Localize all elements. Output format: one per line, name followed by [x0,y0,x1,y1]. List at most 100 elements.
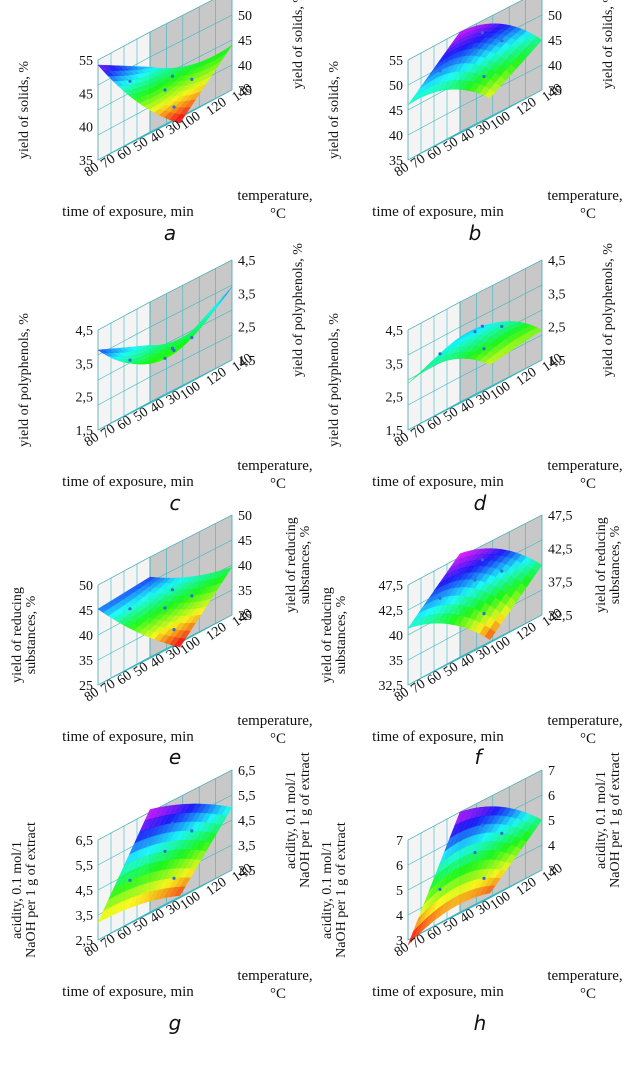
surface [97,44,233,124]
z-tick-right: 2,5 [238,321,256,336]
z-tick-left: 2,5 [386,391,404,406]
z-axis-label-left: NaOH per 1 g of extract [24,822,39,958]
z-axis-label-left: yield of reducing [10,587,25,683]
z-tick-left: 42,5 [379,604,404,619]
z-tick-left: 55 [79,54,93,69]
z-axis-label-right: yield of reducing [284,517,299,613]
y-axis-label-unit: °C [270,986,286,1002]
data-point [163,356,167,360]
z-axis-label-left: substances, % [24,595,39,674]
z-tick-right: 35 [238,84,252,99]
z-tick-right: 50 [238,9,252,24]
data-point [500,831,504,835]
z-tick-left: 25 [79,679,93,694]
z-axis-label-right: acidity, 0.1 mol/1 [594,771,609,869]
z-axis-label-right: yield of solids, % [291,0,306,89]
x-axis-label: time of exposure, min [372,729,504,745]
z-tick-right: 42,5 [548,542,573,557]
chart-h: 8070605040301001201407654376543acidity, … [320,752,623,1002]
z-axis-label-left: NaOH per 1 g of extract [334,822,349,958]
panels-group: 807060504030100120140554540355550454035y… [10,0,623,1035]
z-tick-left: 1,5 [386,424,404,439]
z-tick-left: 3,5 [76,357,94,372]
z-tick-right: 1,5 [238,354,256,369]
z-tick-right: 47,5 [548,509,573,524]
z-tick-left: 4,5 [76,324,94,339]
z-tick-left: 6,5 [76,834,94,849]
surface [407,321,543,384]
z-tick-right: 5 [548,814,555,829]
z-tick-left: 3,5 [386,357,404,372]
z-tick-right: 4,5 [238,254,256,269]
z-axis-label-right: NaOH per 1 g of extract [608,752,623,888]
z-tick-left: 35 [389,154,403,169]
data-point [473,850,477,855]
z-tick-right: 6,5 [238,764,256,779]
data-point [170,821,174,825]
data-point [500,39,504,43]
y-axis-label-unit: °C [270,731,286,747]
surface-cell [174,638,186,648]
z-axis-label-right: substances, % [298,525,313,604]
y-axis-label: temperature, [237,188,312,204]
chart-f: 80706050403010012014047,542,5403532,547,… [320,509,623,747]
x-axis-label: time of exposure, min [62,729,194,745]
x-axis-label: time of exposure, min [62,474,194,490]
grid-lines [407,259,543,431]
z-tick-right: 40 [238,59,252,74]
z-tick-left: 3,5 [76,909,94,924]
y-axis-label-unit: °C [580,731,596,747]
data-point [480,30,484,35]
z-tick-left: 6 [396,859,403,874]
data-point [170,346,174,350]
z-tick-right: 25 [238,609,252,624]
y-axis-label: temperature, [237,713,312,729]
z-tick-right: 45 [548,34,562,49]
surface [407,23,543,106]
chart-a: 807060504030100120140554540355550454035y… [17,0,313,222]
data-points [128,588,194,632]
panel-caption: e [169,745,181,769]
z-tick-left: 40 [79,629,93,644]
z-tick-left: 35 [389,654,403,669]
chart-g: 8070605040301001201406,55,54,53,52,56,55… [10,752,313,1002]
z-tick-left: 47,5 [379,579,404,594]
z-tick-left: 2,5 [76,391,94,406]
data-point [163,849,167,853]
chart-b: 8070605040301001201405550454035555045403… [327,0,623,222]
surface-cell [484,628,496,640]
data-point [438,887,442,892]
z-tick-right: 4 [548,839,555,854]
z-tick-left: 45 [389,104,403,119]
z-tick-right: 40 [548,59,562,74]
z-tick-left: 1,5 [76,424,94,439]
panel-caption: b [469,221,482,245]
data-points [128,336,194,362]
z-axis-label-left: acidity, 0.1 mol/1 [320,841,335,939]
data-points [438,558,504,616]
data-points [128,74,194,109]
z-axis-label-right: substances, % [608,525,623,604]
data-point [170,74,174,78]
data-point [473,578,477,582]
z-tick-right: 4,5 [548,254,566,269]
y-axis-label: temperature, [237,968,312,984]
z-axis-label-right: yield of solids, % [601,0,616,89]
surface-cell [174,114,186,124]
z-tick-left: 32,5 [379,679,404,694]
z-axis-label-left: yield of polyphenols, % [327,313,342,447]
surface-cell [484,88,496,99]
z-tick-right: 3,5 [548,287,566,302]
z-tick-left: 45 [79,604,93,619]
y-axis-label-unit: °C [270,476,286,492]
z-tick-left: 4 [396,909,403,924]
data-point [163,88,167,92]
z-tick-right: 32,5 [548,609,573,624]
x-axis-label: time of exposure, min [372,474,504,490]
data-point [482,876,486,881]
z-tick-right: 1,5 [548,354,566,369]
z-tick-right: 40 [238,559,252,574]
data-point [190,336,194,340]
data-points [128,821,194,882]
